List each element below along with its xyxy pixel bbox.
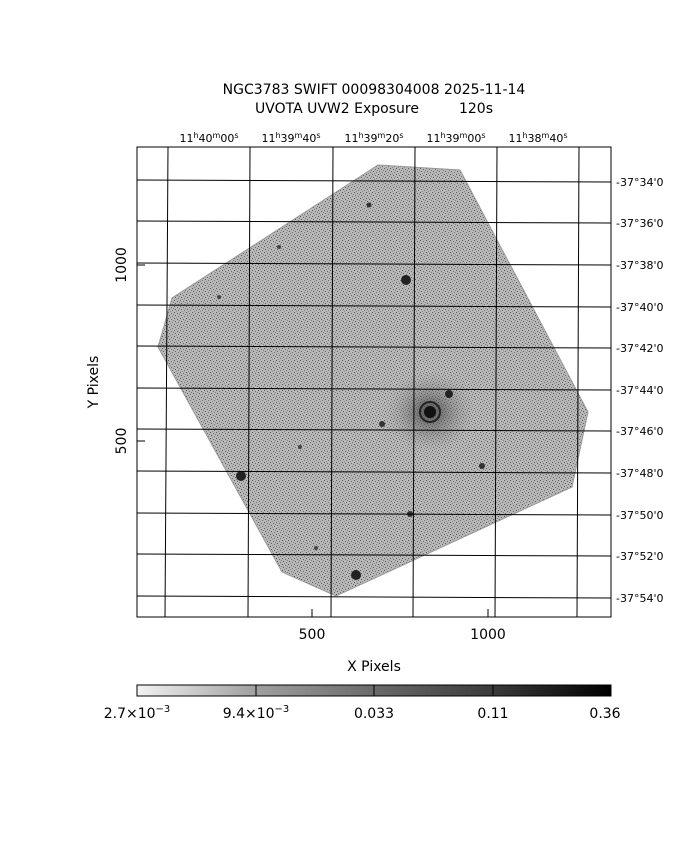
source — [366, 202, 372, 208]
ra-tick-label: 11h39m00s — [426, 131, 485, 145]
source-ngc3783-nucleus — [424, 406, 436, 418]
dec-tick-label: -37°38'0 — [616, 259, 664, 272]
source — [236, 471, 246, 481]
source — [401, 275, 411, 285]
dec-tick-label: -37°48'0 — [616, 467, 664, 480]
plot-frame — [136, 146, 612, 618]
colorbar-label: 0.033 — [354, 706, 394, 722]
colorbar-label: 0.11 — [477, 706, 508, 722]
colorbar: 2.7×10−3 9.4×10−3 0.033 0.11 0.36 — [104, 684, 621, 722]
dec-tick-label: -37°50'0 — [616, 509, 664, 522]
y-axis-label: Y Pixels — [86, 356, 102, 410]
x-tick-label: 500 — [299, 627, 326, 643]
dec-tick-labels: -37°34'0 -37°36'0 -37°38'0 -37°40'0 -37°… — [616, 176, 664, 605]
point-sources — [217, 202, 485, 580]
source — [445, 390, 453, 398]
x-tick-label: 1000 — [470, 627, 506, 643]
colorbar-label: 9.4×10−3 — [223, 704, 290, 722]
colorbar-label: 2.7×10−3 — [104, 704, 171, 722]
ra-tick-label: 11h40m00s — [179, 131, 238, 145]
source — [379, 421, 385, 427]
ra-tick-label: 11h39m40s — [261, 131, 320, 145]
source — [351, 570, 361, 580]
dec-tick-label: -37°40'0 — [616, 301, 664, 314]
exposure-field — [157, 164, 589, 597]
coordinate-grid — [137, 147, 611, 617]
dec-tick-label: -37°42'0 — [616, 342, 664, 355]
dec-tick-label: -37°46'0 — [616, 425, 664, 438]
dec-tick-label: -37°34'0 — [616, 176, 664, 189]
dec-tick-label: -37°44'0 — [616, 384, 664, 397]
source — [479, 463, 485, 469]
source — [277, 245, 281, 249]
ra-tick-label: 11h39m20s — [344, 131, 403, 145]
ra-tick-labels: 11h40m00s 11h39m40s 11h39m20s 11h39m00s … — [179, 131, 567, 145]
x-axis-label: X Pixels — [347, 659, 401, 675]
title-line-1: NGC3783 SWIFT 00098304008 2025-11-14 — [223, 82, 526, 98]
dec-tick-label: -37°52'0 — [616, 550, 664, 563]
source — [217, 295, 221, 299]
title-line-2: UVOTA UVW2 Exposure 120s — [255, 101, 493, 117]
dec-tick-label: -37°54'0 — [616, 592, 664, 605]
y-tick-label: 1000 — [114, 247, 130, 283]
source — [298, 445, 302, 449]
y-tick-label: 500 — [114, 428, 130, 455]
dec-tick-label: -37°36'0 — [616, 217, 664, 230]
colorbar-label: 0.36 — [589, 706, 620, 722]
source — [314, 546, 318, 550]
ra-tick-label: 11h38m40s — [508, 131, 567, 145]
